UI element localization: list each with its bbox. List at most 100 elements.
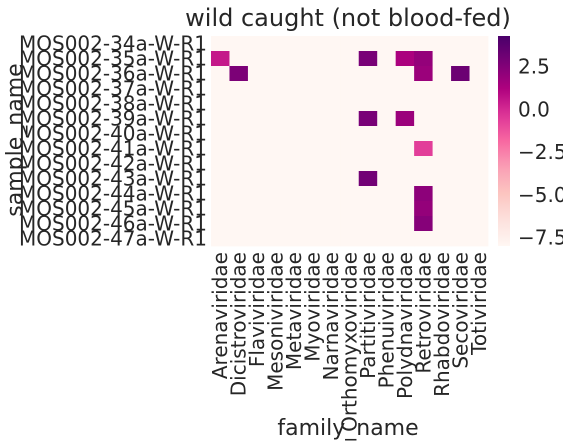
y-axis-label: sample_name — [3, 63, 28, 216]
heatmap-cell — [303, 66, 323, 82]
heatmap-cell — [229, 96, 249, 112]
heatmap-cell — [395, 216, 415, 232]
heatmap-cell — [321, 81, 341, 97]
heatmap-cell — [247, 96, 267, 112]
heatmap-cell — [377, 141, 397, 157]
heatmap-cell — [266, 81, 286, 97]
heatmap-cell — [414, 141, 433, 157]
heatmap-cell — [358, 156, 378, 172]
heatmap-cell — [451, 81, 470, 97]
x-tick-label: Metaviridae — [282, 252, 306, 370]
heatmap-cell — [247, 51, 267, 67]
heatmap-cell — [377, 66, 397, 82]
heatmap-cell — [284, 216, 304, 232]
heatmap-cell — [284, 201, 304, 217]
heatmap-cell — [229, 216, 249, 232]
heatmap-cell — [469, 111, 489, 127]
heatmap-cell — [266, 216, 286, 232]
heatmap-cell — [266, 96, 286, 112]
heatmap-cell — [395, 171, 415, 187]
heatmap-cell — [358, 81, 378, 97]
heatmap-cell — [340, 36, 360, 52]
heatmap-cell — [211, 36, 230, 52]
heatmap-cell — [358, 141, 378, 157]
x-tick-label: Phenuiviridae — [374, 252, 398, 388]
heatmap-cell — [284, 171, 304, 187]
heatmap-cell — [432, 96, 452, 112]
heatmap-cell — [358, 66, 378, 82]
heatmap-cell — [340, 186, 360, 202]
heatmap-cell — [303, 156, 323, 172]
heatmap-cell — [469, 66, 489, 82]
heatmap-cell — [247, 126, 267, 142]
heatmap-cell — [303, 126, 323, 142]
x-tick-label: Orthomyxoviridae — [338, 252, 362, 432]
heatmap-cell — [469, 126, 489, 142]
heatmap-cell — [395, 231, 415, 247]
y-tick-label: MOS002-42a-W-R1 — [19, 152, 207, 176]
heatmap-cell — [284, 51, 304, 67]
heatmap-cell — [266, 111, 286, 127]
x-tick-label: Dicistroviridae — [227, 252, 251, 396]
heatmap-cell — [229, 156, 249, 172]
heatmap-cell — [321, 36, 341, 52]
colorbar — [498, 36, 510, 246]
heatmap-cell — [395, 36, 415, 52]
y-tick-label: MOS002-38a-W-R1 — [19, 92, 207, 116]
heatmap-cells — [211, 36, 489, 247]
heatmap-cell — [432, 81, 452, 97]
heatmap-cell — [432, 36, 452, 52]
heatmap-cell — [211, 201, 230, 217]
heatmap-cell — [377, 171, 397, 187]
x-tick-label: Polydnaviridae — [393, 252, 417, 399]
heatmap-cell — [229, 111, 249, 127]
heatmap-cell — [414, 36, 433, 52]
heatmap-cell — [211, 126, 230, 142]
heatmap-cell — [247, 156, 267, 172]
heatmap-cell — [247, 216, 267, 232]
x-tick-label: Arenaviridae — [208, 252, 232, 379]
heatmap-cell — [229, 36, 249, 52]
heatmap-cell — [340, 51, 360, 67]
heatmap-cell — [432, 186, 452, 202]
heatmap-cell — [358, 201, 378, 217]
heatmap-cell — [266, 36, 286, 52]
heatmap-cell — [414, 216, 433, 232]
heatmap-cell — [340, 111, 360, 127]
heatmap-cell — [414, 51, 433, 67]
heatmap-cell — [358, 96, 378, 112]
heatmap-cell — [229, 231, 249, 247]
heatmap-cell — [340, 96, 360, 112]
heatmap-cell — [358, 231, 378, 247]
heatmap-cell — [469, 201, 489, 217]
heatmap-cell — [303, 186, 323, 202]
heatmap-cell — [432, 141, 452, 157]
heatmap-cell — [229, 51, 249, 67]
heatmap-cell — [358, 126, 378, 142]
heatmap-cell — [340, 81, 360, 97]
heatmap-cell — [377, 51, 397, 67]
heatmap-cell — [303, 96, 323, 112]
y-tick-label: MOS002-36a-W-R1 — [19, 62, 207, 86]
heatmap-cell — [432, 66, 452, 82]
heatmap-cell — [377, 111, 397, 127]
heatmap-cell — [284, 231, 304, 247]
heatmap-cell — [469, 171, 489, 187]
heatmap-cell — [377, 96, 397, 112]
heatmap-cell — [451, 156, 470, 172]
heatmap-cell — [395, 96, 415, 112]
heatmap-cell — [395, 81, 415, 97]
heatmap-cell — [358, 171, 378, 187]
heatmap-cell — [247, 66, 267, 82]
heatmap-cell — [321, 186, 341, 202]
heatmap-cell — [358, 36, 378, 52]
heatmap-cell — [451, 201, 470, 217]
heatmap-cell — [395, 186, 415, 202]
heatmap-cell — [266, 201, 286, 217]
x-tick-label: Flaviviridae — [245, 252, 269, 367]
heatmap-cell — [303, 81, 323, 97]
heatmap-cell — [321, 96, 341, 112]
heatmap-cell — [303, 51, 323, 67]
heatmap-cell — [395, 156, 415, 172]
